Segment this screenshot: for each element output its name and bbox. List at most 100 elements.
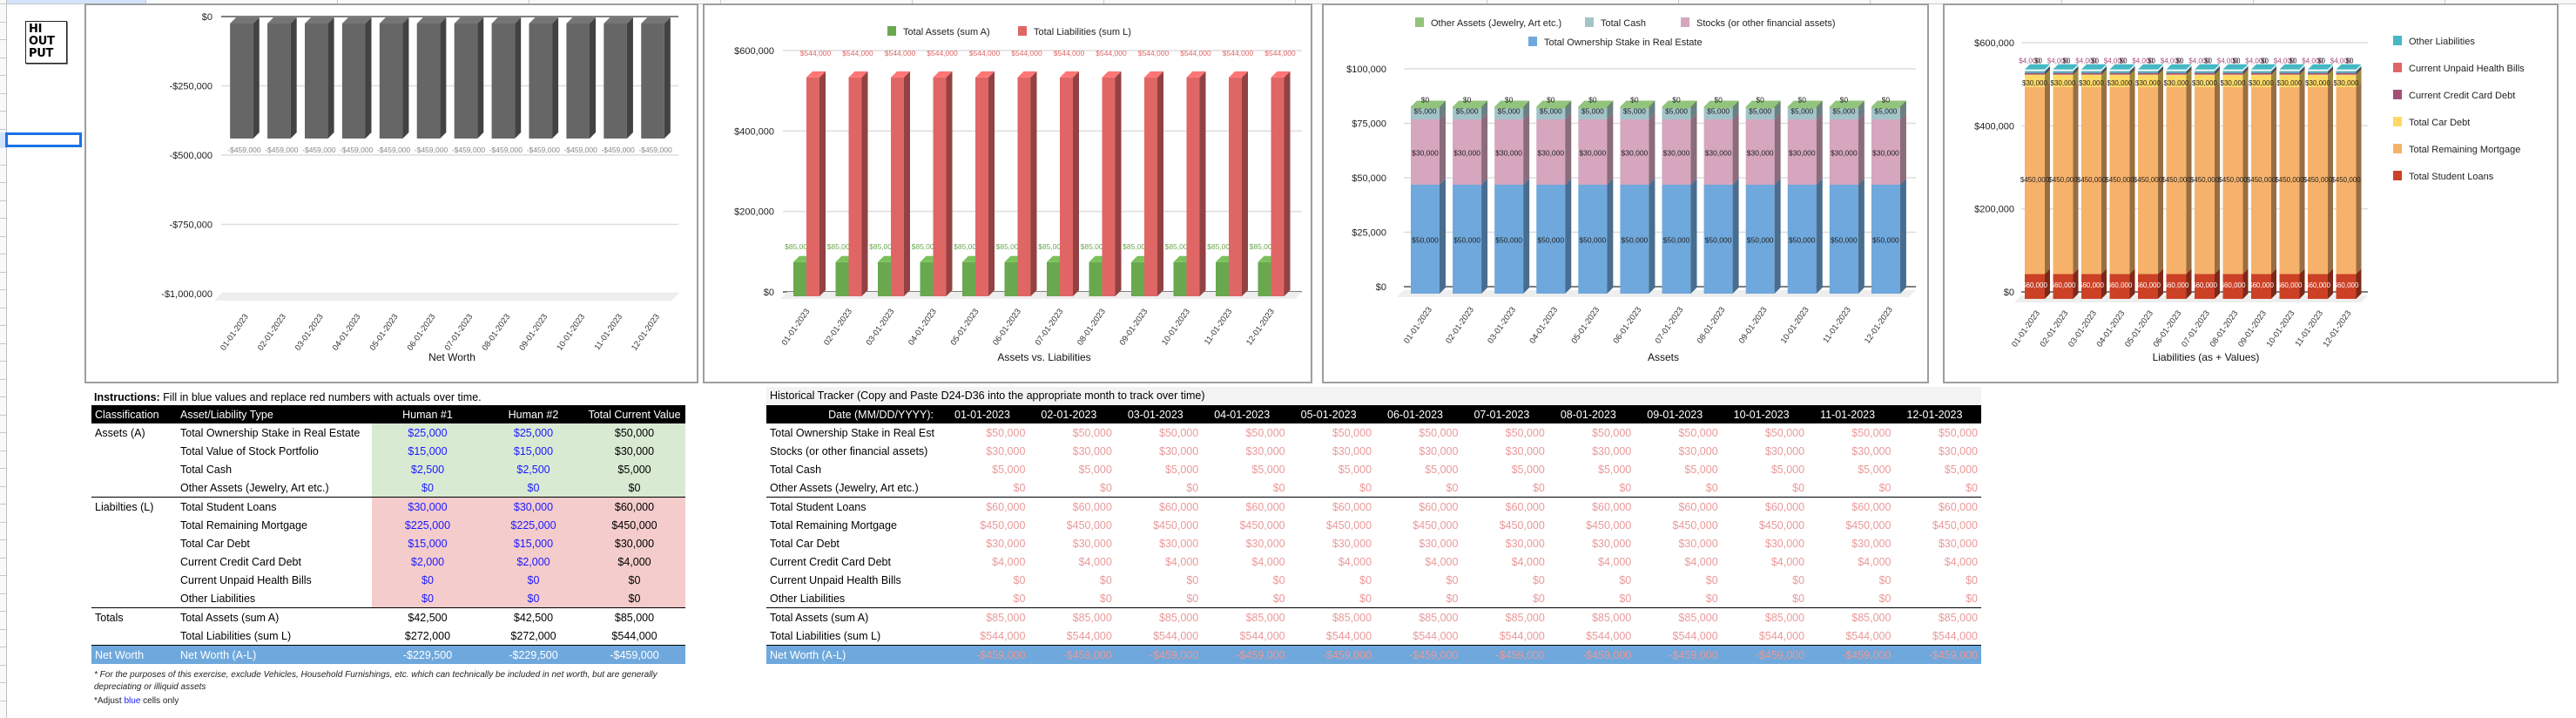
tracker-value-cell[interactable]: $0 bbox=[1619, 592, 1632, 605]
tracker-value-cell[interactable]: $50,000 bbox=[1938, 426, 1978, 439]
tracker-value-cell[interactable]: $4,000 bbox=[1684, 555, 1718, 568]
tracker-value-cell[interactable]: $450,000 bbox=[1758, 518, 1805, 532]
tracker-value-cell[interactable]: $450,000 bbox=[980, 518, 1026, 532]
tracker-value-cell[interactable]: $5,000 bbox=[1338, 463, 1372, 476]
tracker-value-cell[interactable]: $50,000 bbox=[1332, 426, 1372, 439]
tracker-value-cell[interactable]: $30,000 bbox=[1678, 537, 1718, 550]
tracker-value-cell[interactable]: $30,000 bbox=[1419, 444, 1459, 457]
tracker-date-header[interactable]: 01-01-2023 bbox=[942, 405, 1029, 423]
tracker-value-cell[interactable]: $85,000 bbox=[1808, 607, 1895, 627]
tracker-value-cell[interactable]: $60,000 bbox=[1894, 497, 1981, 516]
tracker-value-cell[interactable]: $85,000 bbox=[1721, 607, 1809, 627]
tracker-value-cell[interactable]: $50,000 bbox=[1245, 426, 1285, 439]
tracker-value-cell[interactable]: $0 bbox=[1272, 592, 1285, 605]
tracker-date-header[interactable]: 03-01-2023 bbox=[1115, 405, 1203, 423]
tracker-value-cell[interactable]: $0 bbox=[1532, 573, 1545, 586]
tracker-value-cell[interactable]: $0 bbox=[1099, 573, 1112, 586]
tracker-value-cell[interactable]: $0 bbox=[1359, 481, 1372, 494]
human-1-cell[interactable]: $15,000 bbox=[372, 442, 483, 460]
tracker-value-cell[interactable]: -$459,000 bbox=[1635, 645, 1722, 664]
tracker-value-cell[interactable]: $50,000 bbox=[1505, 426, 1545, 439]
tracker-value-cell[interactable]: $30,000 bbox=[1332, 537, 1372, 550]
tracker-value-cell[interactable]: -$459,000 bbox=[1461, 645, 1548, 664]
tracker-value-cell[interactable]: $5,000 bbox=[1251, 463, 1285, 476]
tracker-value-cell[interactable]: $60,000 bbox=[1115, 497, 1203, 516]
tracker-value-cell[interactable]: $30,000 bbox=[1419, 537, 1459, 550]
tracker-value-cell[interactable]: $30,000 bbox=[1592, 444, 1632, 457]
tracker-value-cell[interactable]: $544,000 bbox=[1499, 629, 1545, 642]
human-2-cell[interactable]: $25,000 bbox=[483, 423, 583, 442]
tracker-value-cell[interactable]: $30,000 bbox=[1159, 444, 1199, 457]
tracker-value-cell[interactable]: $60,000 bbox=[1028, 497, 1116, 516]
tracker-value-cell[interactable]: $30,000 bbox=[1938, 537, 1978, 550]
tracker-value-cell[interactable]: -$459,000 bbox=[1288, 645, 1376, 664]
tracker-value-cell[interactable]: $30,000 bbox=[986, 537, 1026, 550]
tracker-value-cell[interactable]: $30,000 bbox=[1245, 444, 1285, 457]
tracker-value-cell[interactable]: $0 bbox=[1359, 573, 1372, 586]
tracker-date-header[interactable]: 04-01-2023 bbox=[1202, 405, 1289, 423]
tracker-value-cell[interactable]: $85,000 bbox=[942, 607, 1029, 627]
tracker-value-cell[interactable]: -$459,000 bbox=[1894, 645, 1981, 664]
tracker-value-cell[interactable]: $30,000 bbox=[1938, 444, 1978, 457]
tracker-value-cell[interactable]: $4,000 bbox=[992, 555, 1026, 568]
human-1-cell[interactable]: $25,000 bbox=[372, 423, 483, 442]
tracker-value-cell[interactable]: -$459,000 bbox=[1375, 645, 1462, 664]
tracker-value-cell[interactable]: $5,000 bbox=[1598, 463, 1632, 476]
tracker-value-cell[interactable]: $60,000 bbox=[1288, 497, 1376, 516]
tracker-value-cell[interactable]: -$459,000 bbox=[1721, 645, 1809, 664]
human-1-cell[interactable]: $15,000 bbox=[372, 534, 483, 552]
tracker-value-cell[interactable]: $0 bbox=[1792, 592, 1805, 605]
tracker-value-cell[interactable]: $85,000 bbox=[1115, 607, 1203, 627]
tracker-value-cell[interactable]: $0 bbox=[1186, 573, 1199, 586]
tracker-value-cell[interactable]: $30,000 bbox=[1592, 537, 1632, 550]
tracker-value-cell[interactable]: $0 bbox=[1186, 592, 1199, 605]
tracker-value-cell[interactable]: $50,000 bbox=[1678, 426, 1718, 439]
tracker-date-header[interactable]: 08-01-2023 bbox=[1548, 405, 1635, 423]
human-1-cell[interactable]: $2,000 bbox=[372, 552, 483, 571]
tracker-value-cell[interactable]: $50,000 bbox=[986, 426, 1026, 439]
tracker-value-cell[interactable]: $450,000 bbox=[1413, 518, 1459, 532]
tracker-value-cell[interactable]: $30,000 bbox=[1505, 537, 1545, 550]
tracker-value-cell[interactable]: $0 bbox=[1359, 592, 1372, 605]
tracker-value-cell[interactable]: $30,000 bbox=[1159, 537, 1199, 550]
human-1-cell[interactable]: $225,000 bbox=[372, 516, 483, 534]
tracker-value-cell[interactable]: $0 bbox=[1705, 592, 1718, 605]
tracker-date-header[interactable]: 07-01-2023 bbox=[1461, 405, 1548, 423]
tracker-value-cell[interactable]: $450,000 bbox=[1325, 518, 1372, 532]
human-2-cell[interactable]: $2,500 bbox=[483, 460, 583, 478]
tracker-value-cell[interactable]: $0 bbox=[1878, 573, 1892, 586]
tracker-value-cell[interactable]: $544,000 bbox=[1932, 629, 1978, 642]
tracker-value-cell[interactable]: $0 bbox=[1966, 573, 1978, 586]
tracker-value-cell[interactable]: $544,000 bbox=[1239, 629, 1285, 642]
tracker-value-cell[interactable]: $5,000 bbox=[1858, 463, 1892, 476]
tracker-value-cell[interactable]: $5,000 bbox=[992, 463, 1026, 476]
tracker-value-cell[interactable]: $0 bbox=[1186, 481, 1199, 494]
tracker-value-cell[interactable]: $30,000 bbox=[1505, 444, 1545, 457]
human-2-cell[interactable]: $0 bbox=[483, 571, 583, 589]
tracker-value-cell[interactable]: $30,000 bbox=[1245, 537, 1285, 550]
tracker-value-cell[interactable]: $0 bbox=[1792, 481, 1805, 494]
tracker-value-cell[interactable]: $30,000 bbox=[1764, 444, 1805, 457]
tracker-value-cell[interactable]: -$459,000 bbox=[1808, 645, 1895, 664]
tracker-value-cell[interactable]: $50,000 bbox=[1072, 426, 1112, 439]
tracker-value-cell[interactable]: $450,000 bbox=[1672, 518, 1718, 532]
tracker-value-cell[interactable]: $450,000 bbox=[1499, 518, 1545, 532]
tracker-value-cell[interactable]: $0 bbox=[1446, 573, 1459, 586]
human-1-cell[interactable]: $0 bbox=[372, 589, 483, 608]
human-1-cell[interactable]: $0 bbox=[372, 478, 483, 498]
tracker-value-cell[interactable]: $50,000 bbox=[1851, 426, 1892, 439]
tracker-value-cell[interactable]: $5,000 bbox=[1078, 463, 1112, 476]
human-2-cell[interactable]: $0 bbox=[483, 478, 583, 498]
tracker-value-cell[interactable]: $0 bbox=[1792, 573, 1805, 586]
tracker-value-cell[interactable]: $0 bbox=[1705, 481, 1718, 494]
tracker-value-cell[interactable]: -$459,000 bbox=[1202, 645, 1289, 664]
selected-cell[interactable] bbox=[5, 132, 82, 147]
tracker-value-cell[interactable]: $60,000 bbox=[942, 497, 1029, 516]
tracker-value-cell[interactable]: $544,000 bbox=[1153, 629, 1199, 642]
human-1-cell[interactable]: $0 bbox=[372, 571, 483, 589]
tracker-value-cell[interactable]: $50,000 bbox=[1764, 426, 1805, 439]
tracker-value-cell[interactable]: $60,000 bbox=[1548, 497, 1635, 516]
tracker-value-cell[interactable]: $60,000 bbox=[1721, 497, 1809, 516]
tracker-value-cell[interactable]: $0 bbox=[1966, 592, 1978, 605]
tracker-value-cell[interactable]: $4,000 bbox=[1858, 555, 1892, 568]
